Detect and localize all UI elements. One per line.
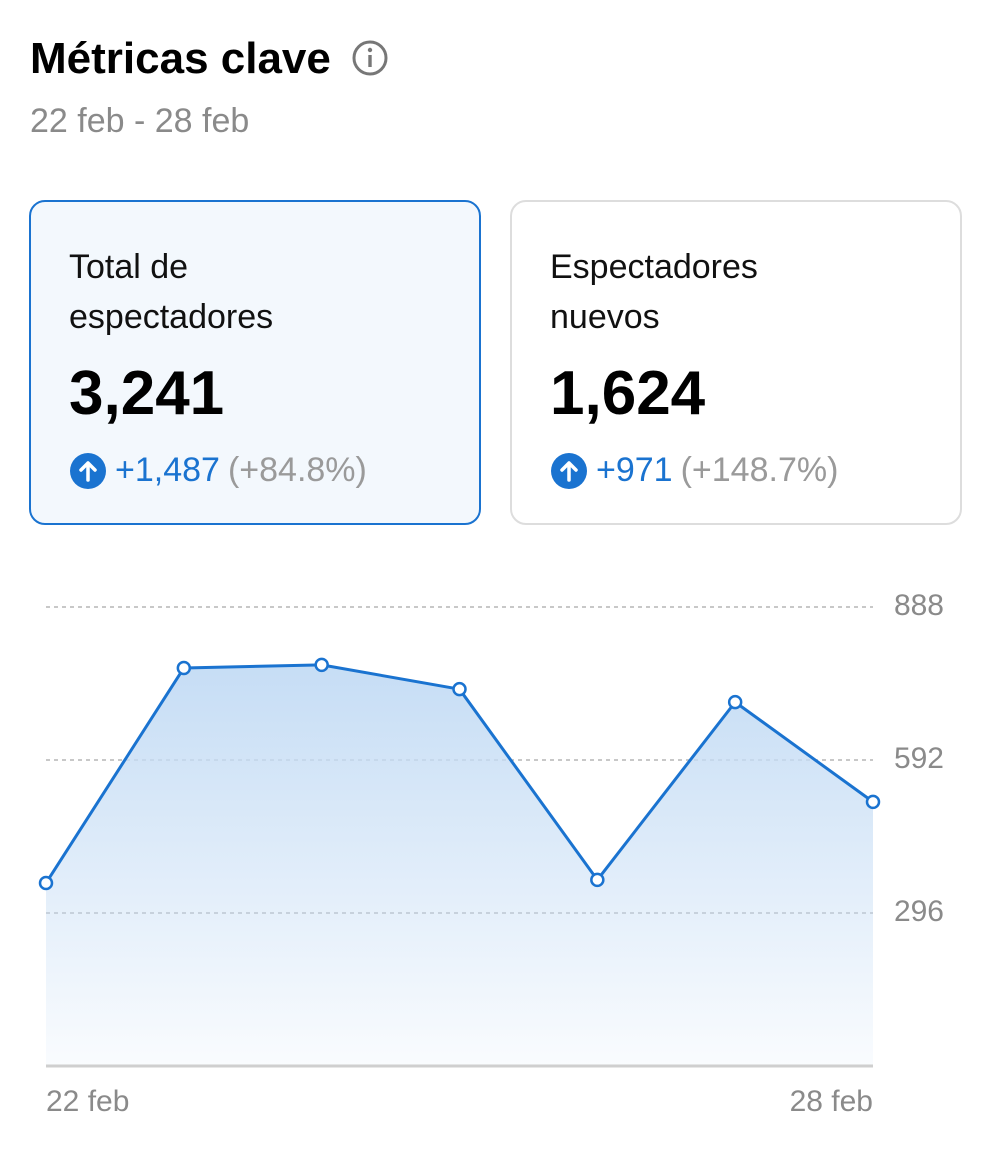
change-value: +971 (596, 451, 673, 489)
up-icon (70, 452, 106, 489)
card-value: 3,241 (69, 359, 225, 428)
card-label: espectadores (69, 298, 274, 336)
info-icon[interactable] (351, 39, 389, 77)
date-range: 22 feb - 28 feb (30, 102, 250, 140)
point (727, 694, 743, 710)
card-change: +1,487 (+84.8%) (69, 451, 479, 490)
y-tick-label: 296 (894, 895, 944, 928)
title-row: Métricas clave (30, 34, 389, 84)
card-value: 1,624 (550, 359, 706, 428)
card-change: +971 (+148.7%) (550, 451, 960, 490)
point (176, 660, 192, 676)
card-label: Total de (69, 248, 189, 286)
point (38, 875, 54, 891)
title: Métricas clave (30, 34, 331, 83)
change-pct: (+84.8%) (227, 451, 367, 489)
change-pct: (+148.7%) (680, 451, 839, 489)
x-tick-label: 28 feb (790, 1085, 873, 1118)
point (314, 657, 329, 673)
area-fill (46, 664, 873, 1066)
card-label: Espectadores (550, 248, 758, 286)
y-tick-label: 888 (894, 589, 944, 622)
metric-card[interactable]: Espectadores nuevos 1,624 +971 (+148.7%) (510, 200, 962, 525)
point (590, 872, 605, 888)
y-tick-label: 592 (894, 742, 944, 775)
change-value: +1,487 (115, 451, 220, 489)
point (865, 794, 881, 810)
up-icon (551, 452, 587, 489)
x-tick-label: 22 feb (46, 1085, 129, 1118)
metric-card[interactable]: Total de espectadores 3,241 +1,487 (+84.… (29, 200, 481, 525)
card-label: nuevos (550, 298, 660, 336)
point (452, 681, 467, 697)
